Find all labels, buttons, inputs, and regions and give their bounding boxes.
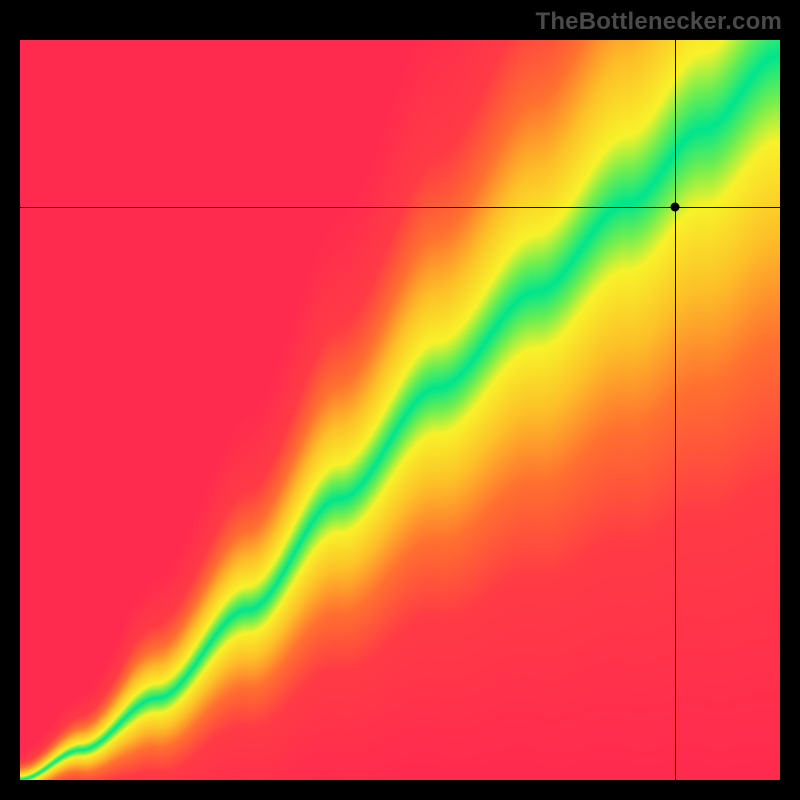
crosshair-horizontal	[20, 207, 780, 208]
crosshair-vertical	[675, 40, 676, 780]
selection-marker	[671, 202, 680, 211]
bottleneck-heatmap	[20, 40, 780, 780]
heatmap-canvas	[20, 40, 780, 780]
watermark-text: TheBottlenecker.com	[535, 8, 782, 36]
